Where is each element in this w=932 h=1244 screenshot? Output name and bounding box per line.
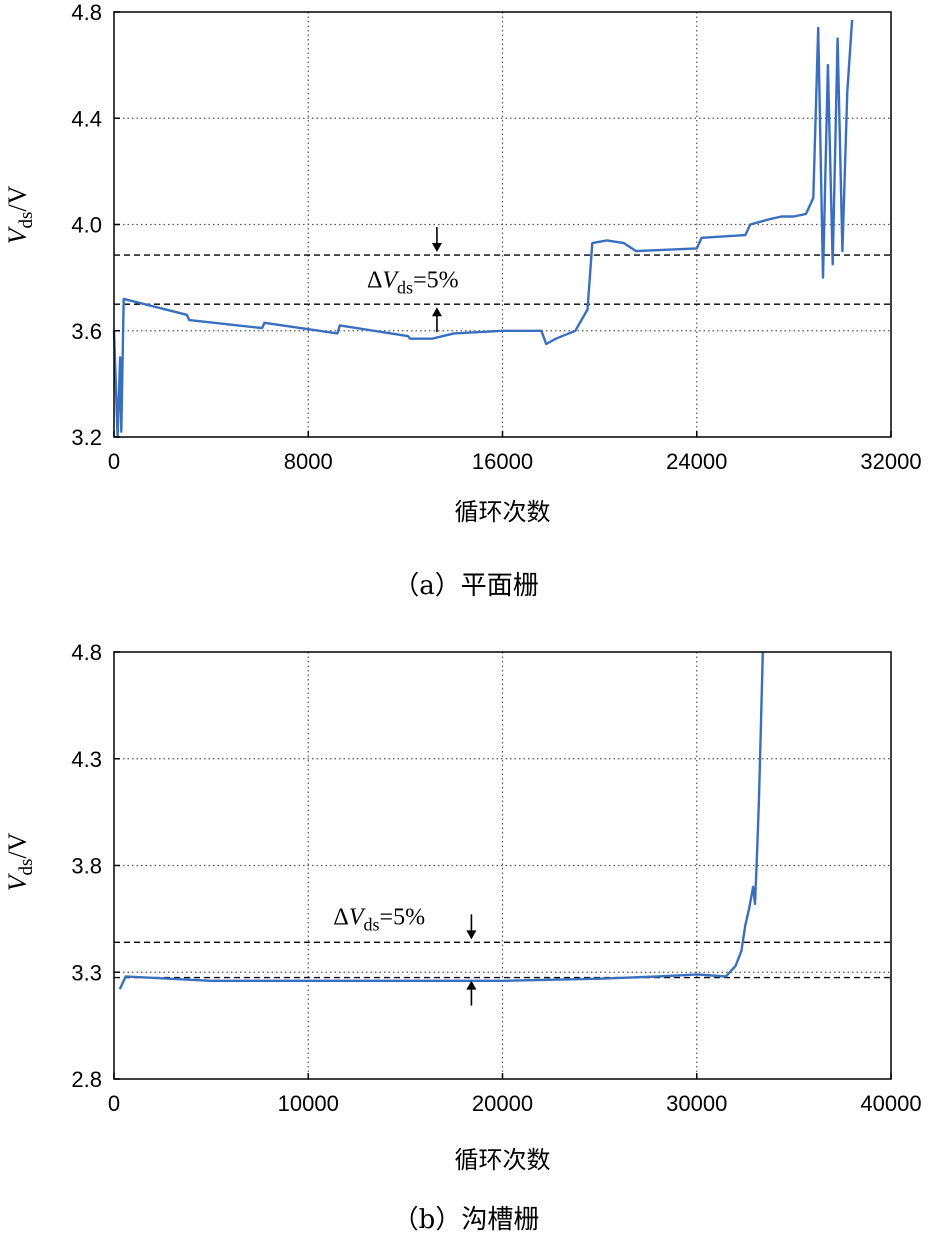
y-tick-label: 2.8 <box>71 1067 102 1092</box>
x-tick-label: 32000 <box>860 449 921 474</box>
arrow-down-icon <box>466 930 477 940</box>
delta-vds-annotation: ΔVds=5% <box>333 904 425 934</box>
y-tick-label: 3.8 <box>71 854 102 879</box>
x-axis-label: 循环次数 <box>455 1146 551 1174</box>
x-tick-label: 24000 <box>666 449 727 474</box>
x-tick-label: 0 <box>108 1091 120 1116</box>
arrow-up-icon <box>466 980 477 990</box>
chart-panel-b: 0 10000 20000 30000 40000 2.8 3.3 3.8 4.3 4.8 循环次数… <box>3 640 922 1235</box>
x-tick-label: 20000 <box>472 1091 533 1116</box>
x-tick-label: 10000 <box>278 1091 339 1116</box>
x-axis-label: 循环次数 <box>455 498 551 526</box>
chart-panel-a: 0 8000 16000 24000 32000 3.2 3.6 4.0 4.4 4.8 循环次数 V… <box>3 0 922 601</box>
y-tick-label: 4.4 <box>71 106 102 131</box>
y-tick-label: 4.3 <box>71 747 102 772</box>
x-tick-label: 8000 <box>284 449 333 474</box>
x-tick-label: 40000 <box>860 1091 921 1116</box>
panel-caption: （b）沟槽栅 <box>393 1205 540 1235</box>
y-tick-label: 4.8 <box>71 0 102 25</box>
panel-caption: （a）平面栅 <box>393 571 539 601</box>
x-tick-label: 0 <box>108 449 120 474</box>
y-axis-label: Vds/V <box>3 832 37 891</box>
y-tick-label: 3.6 <box>71 319 102 344</box>
y-tick-label: 3.2 <box>71 425 102 450</box>
delta-vds-annotation: ΔVds=5% <box>367 268 459 298</box>
arrow-up-icon <box>431 307 442 317</box>
y-tick-label: 3.3 <box>71 960 102 985</box>
arrow-down-icon <box>431 243 442 253</box>
x-tick-label: 30000 <box>666 1091 727 1116</box>
y-tick-label: 4.0 <box>71 213 102 238</box>
y-tick-label: 4.8 <box>71 640 102 665</box>
x-tick-label: 16000 <box>472 449 533 474</box>
series-line <box>118 651 764 990</box>
y-axis-label: Vds/V <box>3 185 37 244</box>
series-line <box>112 19 854 439</box>
